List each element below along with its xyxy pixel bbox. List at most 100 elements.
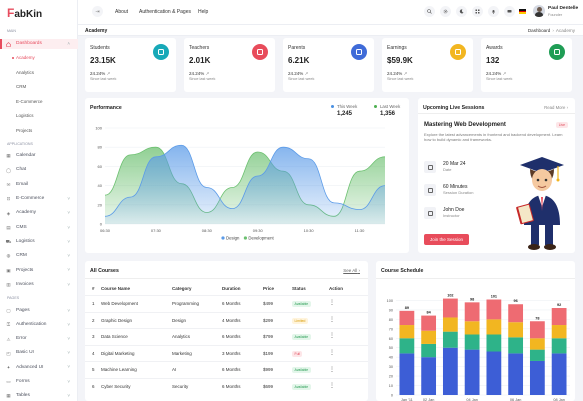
- sidebar-item-calendar[interactable]: ▦ Calendar: [0, 151, 78, 161]
- bar-segment: [421, 357, 437, 395]
- chevron-down-icon: ˅: [67, 336, 70, 342]
- stat-value: $59.9K: [387, 56, 413, 65]
- bar-segment: [486, 334, 502, 352]
- bar-total-label: 98: [470, 297, 474, 301]
- settings-button[interactable]: [440, 6, 451, 17]
- sidebar-sub-analytics[interactable]: Analytics: [16, 69, 35, 75]
- sidebar-sub-academy[interactable]: Academy: [12, 55, 35, 60]
- apps-button[interactable]: [472, 6, 483, 17]
- bar-total-label: 96: [514, 299, 518, 303]
- search-button[interactable]: [424, 6, 435, 17]
- sidebar-item-dashboards[interactable]: Dashboards ˄: [0, 39, 78, 49]
- sidebar-item-label: Logistics: [16, 238, 35, 244]
- stat-label: Earnings: [387, 45, 407, 51]
- sidebar-item-label: Advanced UI: [16, 364, 44, 370]
- language-flag-icon[interactable]: [519, 9, 526, 14]
- bar-segment: [551, 353, 567, 395]
- y-tick-label: 60: [389, 337, 393, 341]
- row-action-button[interactable]: ⋮: [329, 300, 335, 307]
- row-action-button[interactable]: ⋮: [329, 383, 335, 390]
- chevron-down-icon: ˅: [67, 350, 70, 356]
- sidebar-item-label: Invoices: [16, 281, 34, 287]
- sidebar-item-tables[interactable]: ▦ Tables ˅: [0, 391, 78, 401]
- menu-help[interactable]: Help: [198, 9, 209, 15]
- row-action-button[interactable]: ⋮: [329, 333, 335, 340]
- row-action-button[interactable]: ⋮: [329, 366, 335, 373]
- chevron-down-icon: ˅: [67, 281, 70, 287]
- menu-auth-pages[interactable]: Authentication & Pages: [139, 9, 191, 15]
- sidebar-sub-logistics[interactable]: Logistics: [16, 113, 34, 119]
- bar-segment: [399, 310, 415, 326]
- sidebar-item-projects[interactable]: ▣ Projects ˅: [0, 265, 78, 275]
- join-session-button[interactable]: Join the Session: [424, 234, 470, 246]
- chevron-up-icon: ˄: [67, 41, 70, 46]
- row-action-button[interactable]: ⋮: [329, 349, 335, 356]
- sidebar-item-chat[interactable]: ◯ Chat: [0, 165, 78, 175]
- breadcrumb: Dashboard › Academy: [527, 28, 575, 33]
- sidebar-sub-crm[interactable]: CRM: [16, 84, 27, 90]
- sidebar-sub-projects[interactable]: Projects: [16, 128, 33, 133]
- sidebar-item-label: Email: [16, 181, 28, 187]
- bar-segment: [529, 360, 545, 395]
- app-crm-icon: ◍: [6, 253, 11, 259]
- sidebar-item-label: Chat: [16, 167, 27, 173]
- legend-label: Development: [248, 236, 274, 241]
- bar-segment: [464, 321, 480, 335]
- sidebar-item-academy[interactable]: ◈ Academy ˅: [0, 208, 78, 218]
- read-more-link[interactable]: Read More ›: [544, 105, 568, 110]
- app-logistics-icon: ⛟: [5, 239, 12, 245]
- stat-change: 24.24% ↗: [90, 71, 111, 76]
- session-detail-sessionduration: 60 Minutes Session Duration: [424, 182, 512, 202]
- page-title-bar: Academy Dashboard › Academy: [78, 25, 583, 36]
- bar-segment: [421, 330, 437, 344]
- stat-card-teachers: Teachers 2.01K 24.24% ↗ Since last week: [184, 38, 275, 92]
- chevron-down-icon: ˅: [67, 267, 70, 273]
- app-academy-icon: ◈: [6, 210, 11, 216]
- sidebar-item-crm[interactable]: ◍ CRM ˅: [0, 251, 78, 261]
- sidebar-item-cms[interactable]: ▤ CMS ˅: [0, 223, 78, 233]
- brand-logo[interactable]: FabKin: [7, 6, 43, 20]
- notifications-button[interactable]: [488, 6, 499, 17]
- breadcrumb-dashboard[interactable]: Dashboard: [527, 28, 551, 33]
- users-icon: [351, 44, 367, 60]
- sidebar-sub-ecommerce[interactable]: E-Commerce: [16, 98, 43, 104]
- app-ecommerce-icon: ⊡: [6, 196, 11, 202]
- menu-about[interactable]: About: [115, 9, 129, 15]
- bar-segment: [442, 347, 458, 395]
- sidebar-item-advancedui[interactable]: ✦ Advanced UI ˅: [0, 362, 78, 372]
- sidebar-item-pages[interactable]: ▢ Pages ˅: [0, 306, 78, 316]
- sidebar-item-ecommerce[interactable]: ⊡ E-Commerce ˅: [0, 194, 78, 204]
- performance-card: Performance This Week 1,245 Last Week 1,…: [85, 98, 409, 253]
- status-badge: Full: [292, 350, 303, 357]
- bar-segment: [442, 331, 458, 348]
- bar-segment: [421, 315, 437, 331]
- all-courses-card: All Courses See All › # Course Name Catego…: [85, 261, 368, 401]
- stat-label: Teachers: [189, 45, 210, 51]
- y-tick-label: 20: [98, 202, 103, 207]
- chevron-down-icon: ˅: [67, 210, 70, 216]
- user-name[interactable]: Paul Dentelle: [548, 6, 579, 11]
- table-row: 5 Machine Learning AI 6 Months $999 Avai…: [85, 361, 368, 378]
- y-tick-label: 30: [389, 365, 393, 369]
- see-all-link[interactable]: See All ›: [343, 268, 360, 273]
- avatar[interactable]: [533, 5, 545, 17]
- bar-total-label: 89: [405, 306, 409, 310]
- y-tick-label: 0: [391, 394, 393, 398]
- table-row: 6 Cyber Security Security 6 Months $699 …: [85, 377, 368, 395]
- app-projects-icon: ▣: [6, 267, 11, 273]
- sidebar-item-error[interactable]: ⚠ Error ˅: [0, 334, 78, 344]
- sidebar-item-basicui[interactable]: ◰ Basic UI ˅: [0, 348, 78, 358]
- stat-change: 24.24% ↗: [189, 71, 210, 76]
- sidebar-item-forms[interactable]: ▭ Forms ˅: [0, 377, 78, 387]
- x-tick-label: 06 Jan: [510, 398, 521, 401]
- row-action-button[interactable]: ⋮: [329, 316, 335, 323]
- sidebar-item-invoices[interactable]: ▥ Invoices ˅: [0, 280, 78, 290]
- y-tick-label: 50: [389, 346, 393, 350]
- sidebar-item-email[interactable]: ✉ Email: [0, 180, 78, 190]
- sidebar-toggle-button[interactable]: ⇥: [92, 6, 103, 17]
- chevron-down-icon: ˅: [67, 378, 70, 384]
- sidebar-item-logistics[interactable]: ⛟ Logistics ˅: [0, 237, 78, 247]
- sidebar-item-authentication[interactable]: ⚿ Authentication ˅: [0, 320, 78, 330]
- theme-button[interactable]: [456, 6, 467, 17]
- messages-button[interactable]: [504, 6, 515, 17]
